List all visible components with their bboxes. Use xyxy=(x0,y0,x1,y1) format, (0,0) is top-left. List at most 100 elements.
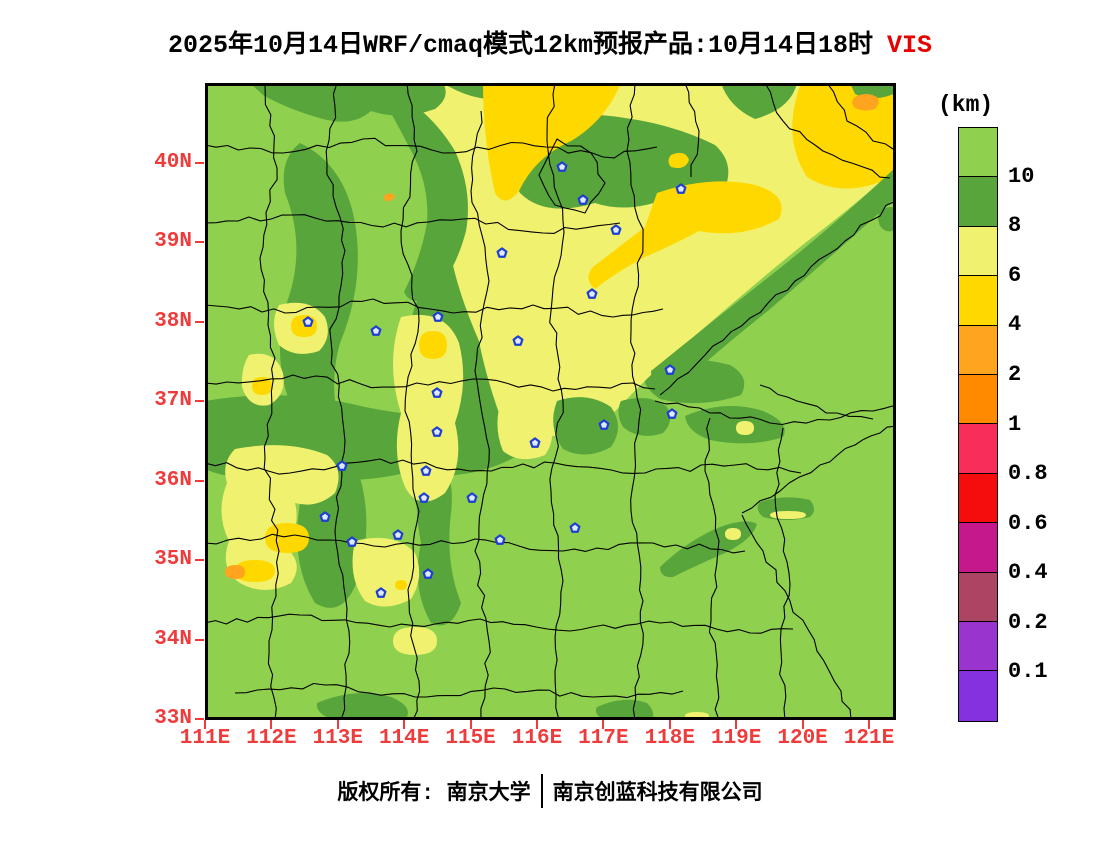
city-marker xyxy=(319,511,331,522)
lat-label-40N: 40N xyxy=(154,151,192,174)
legend-color-cell-7 xyxy=(959,473,997,524)
lon-tick xyxy=(801,720,804,729)
county-boundary xyxy=(826,82,897,152)
copyright-footer: 版权所有: 南京大学 南京创蓝科技有限公司 xyxy=(0,774,1100,808)
lat-tick xyxy=(195,559,204,562)
county-boundary xyxy=(470,110,491,721)
city-marker xyxy=(418,492,430,503)
county-boundary xyxy=(204,613,794,634)
city-marker xyxy=(494,534,506,545)
legend-level-2: 2 xyxy=(1008,361,1022,387)
lon-tick xyxy=(868,720,870,729)
lon-label-111E: 111E xyxy=(179,727,231,750)
city-marker xyxy=(375,587,387,598)
contour-region-orange xyxy=(383,193,395,202)
lon-tick xyxy=(469,720,472,729)
lat-label-35N: 35N xyxy=(154,548,192,572)
county-boundary xyxy=(741,514,852,721)
county-boundary xyxy=(654,400,897,426)
contour-region-orange xyxy=(225,565,245,579)
lat-label-37N: 37N xyxy=(154,389,192,413)
city-marker xyxy=(529,437,541,448)
city-marker xyxy=(392,529,404,540)
legend-color-cell-0 xyxy=(959,128,997,178)
county-boundary xyxy=(684,82,700,177)
city-marker xyxy=(431,426,443,437)
lat-tick xyxy=(195,718,204,720)
legend-level-10: 10 xyxy=(1008,163,1035,189)
contour-region-yellow xyxy=(395,580,407,590)
lat-tick xyxy=(195,241,204,244)
contour-region-yellow xyxy=(265,523,309,553)
city-marker xyxy=(336,460,348,471)
lon-tick xyxy=(602,720,605,729)
lat-label-39N: 39N xyxy=(154,230,192,254)
contour-region-yellow xyxy=(235,560,275,582)
contour-region-yellow xyxy=(792,83,896,189)
city-marker xyxy=(466,492,478,503)
contour-region-dark_green xyxy=(685,406,785,444)
legend-level-8: 8 xyxy=(1008,213,1022,239)
copyright-owner: 版权所有: 南京大学 xyxy=(337,783,531,806)
county-boundary xyxy=(704,417,720,721)
county-boundary xyxy=(764,82,891,179)
legend-level-0.2: 0.2 xyxy=(1008,609,1048,635)
lon-tick xyxy=(336,720,339,729)
lat-label-38N: 38N xyxy=(154,309,192,333)
contour-region-pale_yellow xyxy=(736,421,754,435)
lon-label-121E: 121E xyxy=(843,727,895,750)
county-boundary xyxy=(538,138,606,214)
lon-label-114E: 114E xyxy=(378,727,430,750)
lat-tick xyxy=(195,162,204,164)
contour-region-yellow xyxy=(588,181,782,289)
city-marker xyxy=(422,568,434,579)
city-marker xyxy=(598,419,610,430)
contour-region-pale_yellow xyxy=(393,627,437,655)
contour-region-pale_yellow xyxy=(352,537,420,607)
lat-label-36N: 36N xyxy=(154,468,192,492)
city-marker xyxy=(610,224,622,235)
lat-tick xyxy=(195,479,204,482)
county-boundary xyxy=(204,533,746,554)
city-marker xyxy=(431,387,443,398)
contour-region-orange xyxy=(852,94,879,111)
city-marker xyxy=(675,183,687,194)
lat-label-33N: 33N xyxy=(154,707,192,730)
legend-color-cell-2 xyxy=(959,226,997,277)
county-boundary xyxy=(400,82,421,721)
legend-level-4: 4 xyxy=(1008,312,1022,338)
city-marker xyxy=(569,522,581,533)
county-boundary xyxy=(204,458,802,475)
title-variable-vis: VIS xyxy=(887,31,933,60)
contour-region-pale_yellow xyxy=(497,397,553,460)
legend-level-0.1: 0.1 xyxy=(1008,659,1048,685)
contour-region-dark_green xyxy=(316,693,408,720)
county-boundary xyxy=(546,82,565,721)
county-boundary xyxy=(741,425,897,514)
footer-divider xyxy=(540,774,543,808)
legend-color-cell-9 xyxy=(959,572,997,623)
legend-color-cell-4 xyxy=(959,325,997,376)
contour-region-dark_green xyxy=(651,167,896,397)
copyright-company: 南京创蓝科技有限公司 xyxy=(552,783,763,806)
lat-tick xyxy=(195,400,204,403)
contour-region-dark_green xyxy=(721,83,797,119)
city-marker xyxy=(666,408,678,419)
contour-region-pale_yellow xyxy=(221,445,339,590)
city-marker xyxy=(512,335,524,346)
legend-color-cell-5 xyxy=(959,375,997,425)
lon-label-113E: 113E xyxy=(312,727,363,750)
legend-colorbar xyxy=(958,127,998,722)
city-marker xyxy=(346,536,358,547)
lon-tick xyxy=(668,720,671,729)
lon-label-117E: 117E xyxy=(578,727,629,750)
contour-region-dark_green xyxy=(618,398,671,436)
title-main: 2025年10月14日WRF/cmaq模式12km预报产品:10月14日18时 xyxy=(167,31,874,60)
legend-color-cell-11 xyxy=(959,671,997,721)
county-boundary xyxy=(204,374,656,392)
city-marker xyxy=(586,288,598,299)
forecast-map xyxy=(204,82,897,721)
contour-region-dark_green xyxy=(553,397,618,455)
city-marker xyxy=(664,364,676,375)
